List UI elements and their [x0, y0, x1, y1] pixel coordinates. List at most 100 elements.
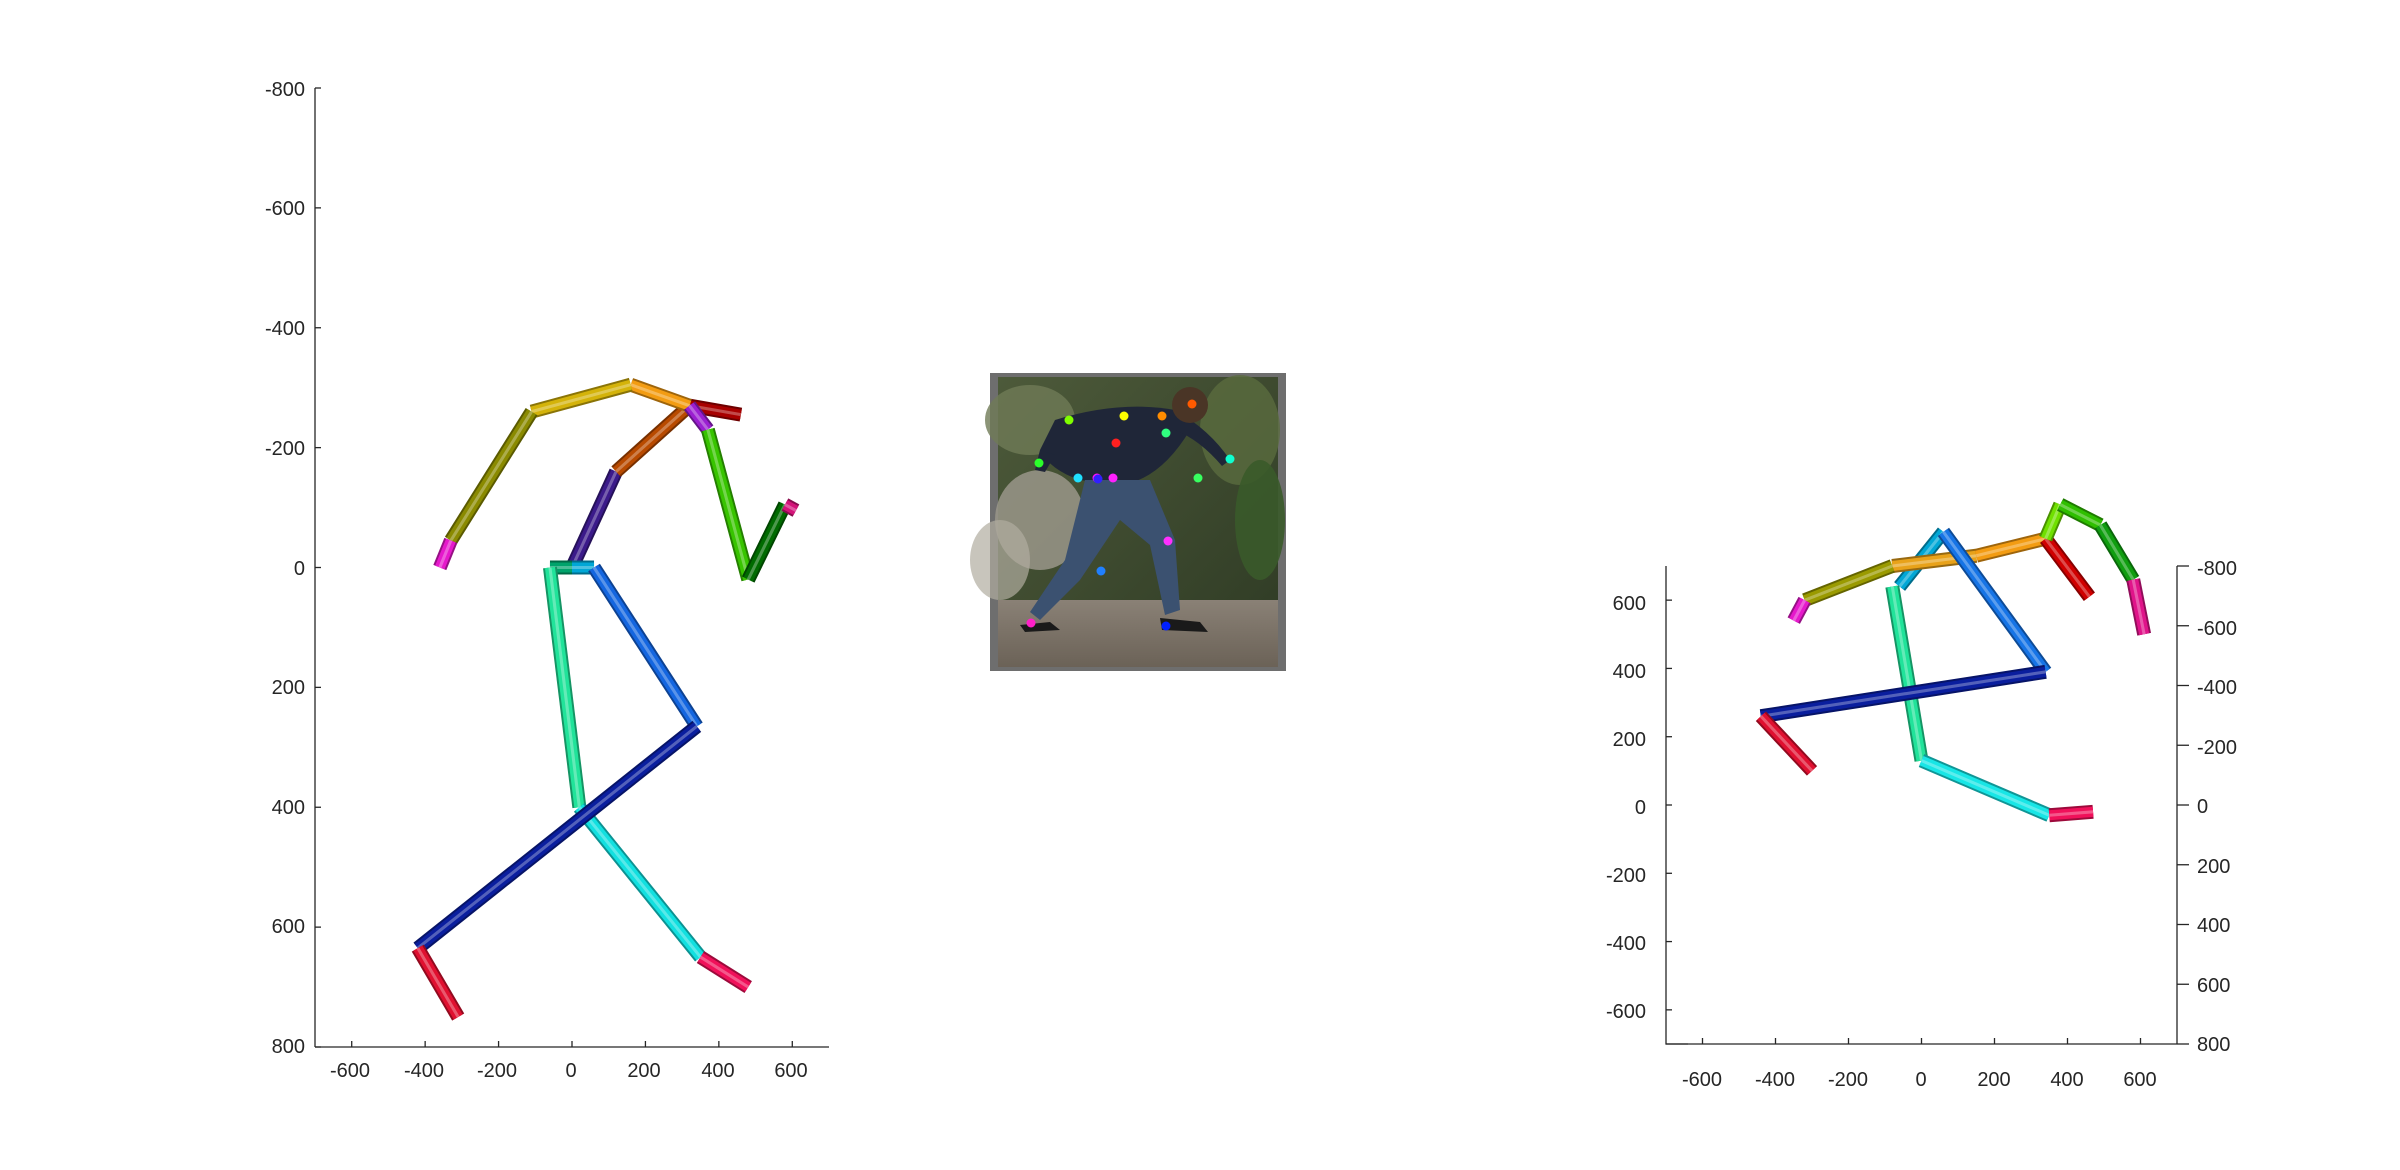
bone-right-foot [1755, 711, 1818, 776]
bone-neck [1974, 531, 2048, 563]
y-tick-label: 800 [272, 1036, 305, 1058]
y-tick-label: 400 [2197, 915, 2230, 937]
x-tick-label: 200 [627, 1060, 660, 1082]
left-y-tick-marks [1666, 599, 1672, 1011]
bone-left-shoulder [628, 378, 692, 413]
keypoint-dot [1187, 399, 1197, 409]
y-tick-label: -600 [265, 198, 305, 220]
keypoint-dot [1096, 566, 1106, 576]
keypoint-dot [1026, 618, 1036, 628]
y-tick-label: 0 [294, 558, 305, 580]
left-y-tick-labels: -600 -400 -200 0 200 400 600 [1606, 593, 1646, 1023]
pose-chart-front-view: -600 -400 -200 0 200 400 600 -800 -600 -… [265, 79, 829, 1082]
bone-spine [565, 468, 623, 571]
keypoint-dot [1073, 473, 1083, 483]
x-tick-label: 400 [701, 1060, 734, 1082]
y-tick-label: 400 [1613, 661, 1646, 683]
keypoint-dot [1161, 428, 1171, 438]
bone-left-shin [573, 802, 706, 962]
y-tick-label: 600 [272, 916, 305, 938]
keypoint-dot [1111, 438, 1121, 448]
bone-left-upper-arm [529, 377, 633, 419]
x-tick-label: 0 [1915, 1069, 1926, 1091]
keypoint-dot [1193, 473, 1203, 483]
bone-left-shin [1918, 754, 2053, 822]
x-tick-marks [351, 1041, 793, 1047]
x-tick-label: 200 [1977, 1069, 2010, 1091]
keypoint-dot [1225, 454, 1235, 464]
bone-right-thigh [1937, 527, 2052, 676]
bone-right-upper-arm [2057, 498, 2104, 532]
skeleton-bones [411, 377, 800, 1021]
y-tick-label: 200 [272, 677, 305, 699]
y-tick-label: 0 [2197, 796, 2208, 818]
x-tick-label: 600 [2123, 1069, 2156, 1091]
bone-right-shoulder [683, 401, 714, 434]
y-tick-label: -600 [2197, 618, 2237, 640]
y-tick-label: 600 [1613, 593, 1646, 615]
bone-right-upper-arm [701, 427, 755, 582]
x-tick-label: -600 [330, 1060, 370, 1082]
x-tick-label: -200 [477, 1060, 517, 1082]
keypoint-dot [1034, 458, 1044, 468]
right-y-tick-labels: -800 -600 -400 -200 0 200 400 600 800 [2197, 558, 2237, 1056]
y-tick-label: -600 [1606, 1001, 1646, 1023]
bone-head [2040, 534, 2095, 601]
bone-right-forearm [2094, 521, 2140, 584]
pose-chart-oblique-view: -600 -400 -200 0 200 400 600 -600 -400 -… [1606, 498, 2237, 1091]
bone-left-hand [433, 537, 458, 571]
keypoint-dot [1161, 621, 1171, 631]
bone-left-forearm [444, 407, 538, 545]
y-tick-label: -800 [2197, 558, 2237, 580]
y-tick-label: -400 [1606, 933, 1646, 955]
keypoint-dot [1108, 473, 1118, 483]
x-tick-label: 0 [565, 1060, 576, 1082]
bone-right-thigh [588, 563, 703, 731]
bone-left-forearm [1787, 596, 1811, 624]
y-tick-label: -200 [1606, 865, 1646, 887]
bone-left-upper-arm [1802, 559, 1895, 607]
bone-left-foot [2048, 804, 2094, 823]
x-tick-label: -400 [1755, 1069, 1795, 1091]
y-tick-label: -400 [2197, 677, 2237, 699]
bone-left-thigh [543, 566, 587, 809]
y-tick-label: -400 [265, 318, 305, 340]
photo-scene [970, 375, 1285, 667]
y-tick-labels: -800 -600 -400 -200 0 200 400 600 800 [265, 79, 305, 1058]
x-tick-labels: -600 -400 -200 0 200 400 600 [330, 1060, 808, 1082]
x-tick-marks [1701, 1038, 2142, 1044]
bone-left-thigh [1885, 585, 1929, 762]
bone-right-hand [781, 498, 800, 517]
bone-right-shin [413, 720, 702, 954]
y-tick-label: -800 [265, 79, 305, 101]
x-tick-label: 600 [774, 1060, 807, 1082]
bone-right-foot [411, 944, 465, 1021]
y-tick-label: 200 [2197, 856, 2230, 878]
y-tick-label: -200 [265, 438, 305, 460]
x-tick-label: 400 [2050, 1069, 2083, 1091]
skeleton-bones [1755, 498, 2152, 823]
x-tick-label: -400 [404, 1060, 444, 1082]
keypoint-dot [1119, 411, 1129, 421]
input-photo [970, 373, 1286, 671]
y-tick-label: 400 [272, 797, 305, 819]
right-y-tick-marks [2177, 565, 2189, 1045]
keypoint-dot [1163, 536, 1173, 546]
y-tick-label: 800 [2197, 1034, 2230, 1056]
y-tick-label: -200 [2197, 737, 2237, 759]
keypoint-dot [1093, 474, 1103, 484]
photo-keypoints [1026, 399, 1235, 631]
x-tick-label: -600 [1682, 1069, 1722, 1091]
y-tick-label: 600 [2197, 975, 2230, 997]
y-tick-label: 200 [1613, 729, 1646, 751]
y-tick-label: 0 [1635, 797, 1646, 819]
y-tick-marks [315, 87, 321, 1048]
bone-right-shin [1759, 664, 2047, 724]
keypoint-dot [1157, 411, 1167, 421]
x-tick-label: -200 [1828, 1069, 1868, 1091]
bone-neck [611, 400, 695, 477]
x-tick-labels: -600 -400 -200 0 200 400 600 [1682, 1069, 2157, 1091]
bone-right-hand [2126, 578, 2152, 636]
bone-left-foot [696, 951, 752, 993]
